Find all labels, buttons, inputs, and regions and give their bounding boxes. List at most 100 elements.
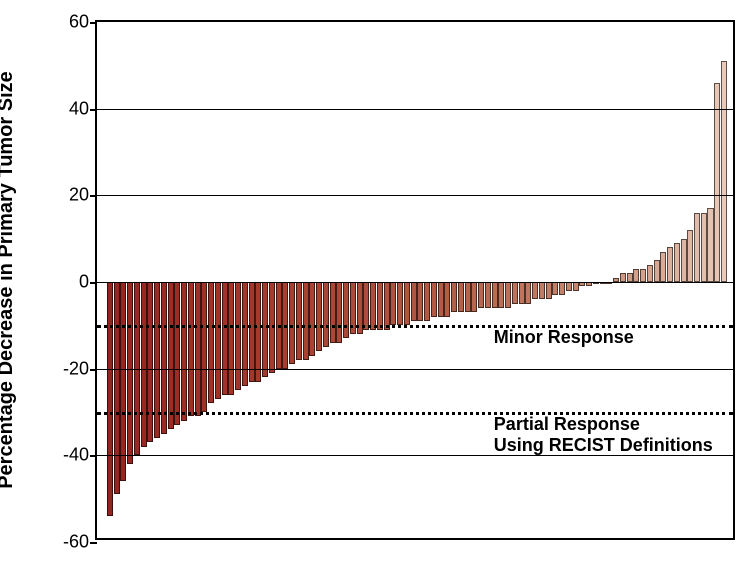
ytick-mark	[90, 542, 97, 544]
bar	[519, 282, 525, 304]
bar	[431, 282, 437, 317]
bar	[168, 282, 174, 429]
bar	[188, 282, 194, 416]
bar	[249, 282, 255, 382]
bar	[458, 282, 464, 312]
bar	[411, 282, 417, 321]
bar	[559, 282, 565, 295]
bar	[336, 282, 342, 343]
bar	[370, 282, 376, 330]
bar	[397, 282, 403, 325]
bar	[627, 273, 633, 282]
bar	[647, 265, 653, 282]
bar	[478, 282, 484, 308]
ytick-mark	[90, 282, 97, 284]
bar	[451, 282, 457, 312]
bar	[532, 282, 538, 299]
bar	[235, 282, 241, 390]
bar	[539, 282, 545, 299]
bar	[289, 282, 295, 364]
bar	[485, 282, 491, 308]
bar	[721, 61, 727, 282]
ytick-label: 40	[69, 98, 89, 119]
bar	[390, 282, 396, 325]
bar	[512, 282, 518, 304]
bar	[174, 282, 180, 425]
bar	[505, 282, 511, 308]
bar	[566, 282, 572, 291]
bar	[201, 282, 207, 412]
bar	[343, 282, 349, 338]
bar	[120, 282, 126, 481]
bar	[633, 269, 639, 282]
bar	[255, 282, 261, 382]
ytick-mark	[90, 195, 97, 197]
bar	[228, 282, 234, 395]
reference-line	[97, 325, 733, 328]
bar	[316, 282, 322, 351]
bars-container	[97, 22, 733, 538]
bar	[330, 282, 336, 343]
bar	[309, 282, 315, 356]
bar	[640, 269, 646, 282]
ytick-mark	[90, 369, 97, 371]
ytick-label: 20	[69, 185, 89, 206]
bar	[161, 282, 167, 434]
bar	[660, 252, 666, 282]
bar	[195, 282, 201, 416]
bar	[384, 282, 390, 330]
bar	[681, 239, 687, 282]
bar	[465, 282, 471, 312]
bar	[498, 282, 504, 308]
bar	[492, 282, 498, 308]
gridline	[97, 109, 733, 110]
bar	[417, 282, 423, 321]
bar	[242, 282, 248, 386]
ytick-label: 60	[69, 12, 89, 33]
bar	[303, 282, 309, 360]
bar	[620, 273, 626, 282]
bar	[208, 282, 214, 403]
bar	[181, 282, 187, 421]
ytick-mark	[90, 109, 97, 111]
ytick-label: -20	[63, 358, 89, 379]
bar	[552, 282, 558, 295]
ytick-mark	[90, 22, 97, 24]
ytick-label: 0	[79, 272, 89, 293]
ytick-label: -60	[63, 532, 89, 553]
bar	[471, 282, 477, 312]
bar	[107, 282, 113, 516]
bar	[694, 213, 700, 282]
bar	[127, 282, 133, 464]
bar	[714, 83, 720, 282]
reference-label: Partial ResponseUsing RECIST Definitions	[494, 414, 713, 456]
bar	[296, 282, 302, 360]
bar	[654, 260, 660, 282]
y-axis-label: Percentage Decrease in Primary Tumor Siz…	[0, 71, 18, 489]
bar	[444, 282, 450, 317]
bar	[667, 247, 673, 282]
bar	[215, 282, 221, 399]
bar	[262, 282, 268, 377]
bar	[525, 282, 531, 304]
bar	[687, 230, 693, 282]
bar	[147, 282, 153, 442]
bar	[546, 282, 552, 299]
gridline	[97, 282, 733, 283]
waterfall-chart: Percentage Decrease in Primary Tumor Siz…	[0, 0, 750, 569]
gridline	[97, 369, 733, 370]
bar	[363, 282, 369, 330]
reference-label: Minor Response	[494, 327, 634, 348]
ytick-label: -40	[63, 445, 89, 466]
bar	[424, 282, 430, 321]
bar	[141, 282, 147, 447]
bar	[222, 282, 228, 395]
bar	[323, 282, 329, 347]
bar	[377, 282, 383, 330]
plot-area: -60-40-200204060Minor ResponsePartial Re…	[95, 20, 735, 540]
bar	[114, 282, 120, 494]
bar	[674, 243, 680, 282]
gridline	[97, 195, 733, 196]
bar	[404, 282, 410, 325]
bar	[573, 282, 579, 291]
